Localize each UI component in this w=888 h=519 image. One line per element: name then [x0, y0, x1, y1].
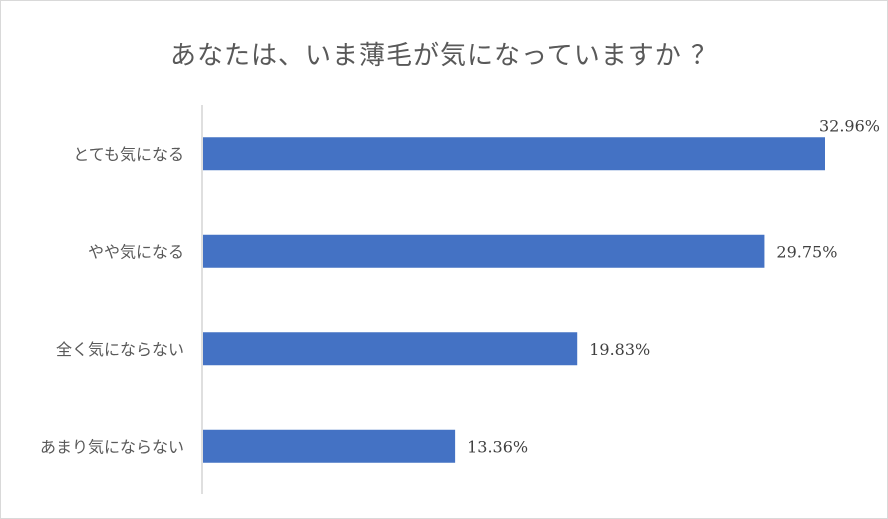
bar	[203, 234, 765, 268]
category-label: 全く気にならない	[56, 340, 184, 359]
value-label: 29.75%	[776, 242, 837, 261]
category-label: とても気になる	[73, 145, 184, 164]
value-label: 19.83%	[589, 340, 650, 359]
chart-title: あなたは、いま薄毛が気になっていますか ？	[170, 41, 718, 71]
bar	[203, 429, 456, 463]
category-label: あまり気にならない	[40, 437, 184, 456]
value-label: 32.96%	[819, 116, 880, 135]
value-label: 13.36%	[467, 437, 528, 456]
bar	[203, 332, 578, 366]
bar	[203, 137, 825, 171]
category-label: やや気になる	[88, 242, 184, 261]
